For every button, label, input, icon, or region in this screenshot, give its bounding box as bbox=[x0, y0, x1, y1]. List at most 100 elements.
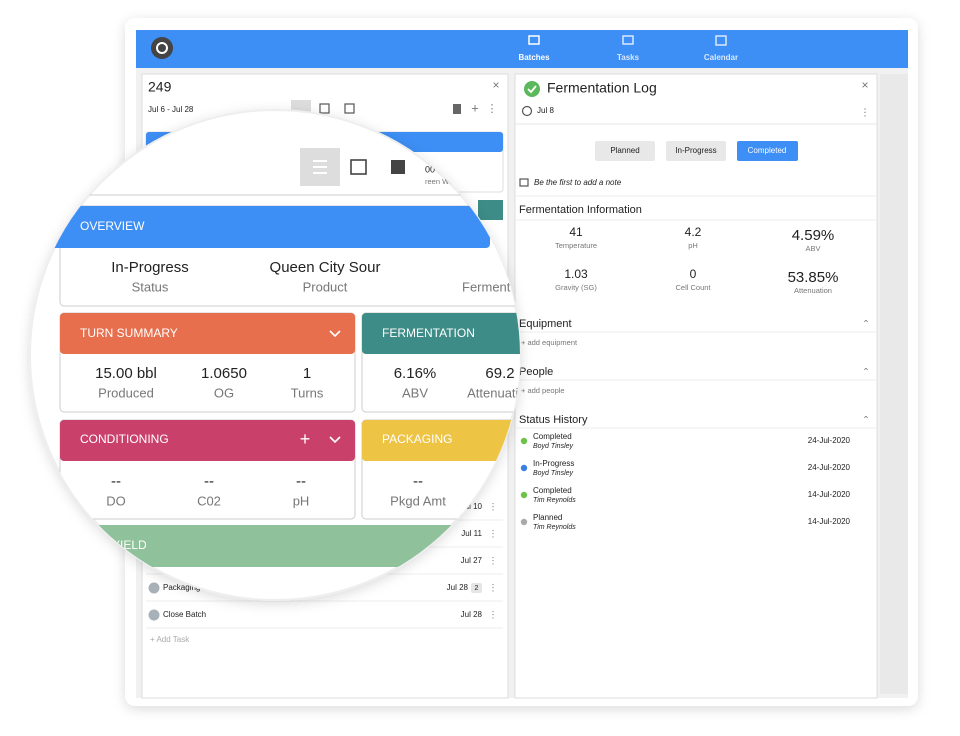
info-title: Fermentation Information bbox=[519, 204, 642, 216]
add-task[interactable]: + Add Task bbox=[150, 635, 190, 644]
task-name: Close Batch bbox=[163, 610, 206, 619]
chart-view-button[interactable] bbox=[344, 103, 355, 114]
task-menu[interactable]: ⋮ bbox=[489, 609, 498, 619]
stat-value: 1 bbox=[303, 365, 311, 382]
nav-label: Batches bbox=[518, 53, 550, 62]
status-button[interactable] bbox=[666, 141, 726, 161]
task-date: Jul 28 bbox=[461, 610, 483, 619]
chart-view-button[interactable] bbox=[391, 160, 405, 174]
card-title: CONDITIONING bbox=[80, 432, 169, 446]
yield-header bbox=[40, 525, 470, 567]
task-date: Jul 11 bbox=[461, 529, 482, 538]
status-dot bbox=[520, 491, 528, 499]
history-user: Boyd Tinsley bbox=[533, 443, 574, 450]
stat-label: pH bbox=[688, 241, 698, 250]
stat-value: -- bbox=[204, 473, 214, 490]
history-date: 14-Jul-2020 bbox=[808, 517, 851, 526]
history-status: Completed bbox=[533, 486, 572, 495]
overview-header bbox=[40, 206, 490, 248]
log-panel bbox=[514, 73, 878, 699]
packaging-header bbox=[362, 420, 520, 461]
status-dot bbox=[520, 518, 528, 526]
batch-title: 249 bbox=[148, 79, 172, 95]
nav-calendar[interactable]: Calendar bbox=[704, 35, 738, 62]
card-title: OVERVIEW bbox=[80, 219, 145, 233]
expand-icon[interactable] bbox=[329, 436, 341, 444]
close-button[interactable]: × bbox=[492, 78, 499, 92]
stat-label: Attenuation bbox=[467, 385, 533, 400]
stat-label: ABV bbox=[402, 385, 428, 400]
calendar-view-button[interactable] bbox=[319, 103, 330, 114]
status-button[interactable] bbox=[595, 141, 655, 161]
stat-value: Queen City Sour bbox=[270, 259, 381, 276]
history-date: 14-Jul-2020 bbox=[808, 490, 851, 499]
stat-value: 0 bbox=[690, 267, 697, 281]
log-date: Jul 8 bbox=[537, 106, 554, 115]
nav-bar bbox=[136, 30, 908, 68]
preview-location: reen WIP bbox=[425, 177, 456, 186]
stat-value: 15.00 bbl bbox=[95, 365, 157, 382]
nav-icon bbox=[528, 35, 540, 45]
stat-value: In-Progress bbox=[111, 259, 189, 276]
more-button[interactable]: ⋮ bbox=[860, 108, 870, 119]
collapse-icon[interactable]: ⌃ bbox=[862, 318, 870, 328]
log-title: Fermentation Log bbox=[547, 80, 657, 96]
stat-value: -- bbox=[296, 473, 306, 490]
calendar-view-button[interactable] bbox=[350, 159, 367, 175]
stat-label: DO bbox=[106, 493, 126, 508]
nav-tasks[interactable]: Tasks bbox=[617, 35, 640, 62]
task-menu[interactable]: ⋮ bbox=[489, 555, 498, 565]
task-status[interactable] bbox=[148, 582, 160, 594]
stat-value: 1.0650 bbox=[201, 365, 247, 382]
more-button[interactable]: ⋮ bbox=[487, 103, 498, 115]
scroll-strip bbox=[880, 74, 908, 694]
logo-mark bbox=[156, 42, 168, 54]
stat-value: -- bbox=[111, 473, 121, 490]
nav-batches[interactable]: Batches bbox=[518, 35, 550, 62]
clock-icon bbox=[521, 105, 533, 117]
stat-label: Cell Count bbox=[675, 283, 711, 292]
task-menu[interactable]: ⋮ bbox=[489, 528, 498, 538]
stat-label: C02 bbox=[197, 493, 221, 508]
task-menu[interactable]: ⋮ bbox=[489, 582, 498, 592]
stat-label: Fermenter bbox=[462, 279, 523, 294]
stat-label: OG bbox=[214, 385, 234, 400]
collapse-icon[interactable]: ⌃ bbox=[862, 366, 870, 376]
magnified-view: 00 bbl reen WIP OVERVIEW TURN SUMMARY FE… bbox=[40, 148, 533, 567]
stat-value: 69.2 bbox=[485, 365, 514, 382]
nav-label: Calendar bbox=[704, 53, 738, 62]
expand-icon[interactable] bbox=[329, 330, 341, 338]
collapse-icon[interactable]: ⌃ bbox=[862, 414, 870, 424]
add-people[interactable]: + add people bbox=[521, 386, 565, 395]
section-title[interactable]: Equipment bbox=[519, 318, 572, 330]
task-date: Jul 28 bbox=[447, 583, 469, 592]
card-title: YIELD bbox=[112, 538, 147, 552]
stat-label: ABV bbox=[805, 244, 820, 253]
section-title[interactable]: Status History bbox=[519, 414, 588, 426]
card-title: PACKAGING bbox=[382, 432, 452, 446]
history-user: Boyd Tinsley bbox=[533, 470, 574, 477]
add-button[interactable]: + bbox=[471, 100, 479, 115]
stat-value: 1.03 bbox=[564, 267, 588, 281]
note-prompt[interactable]: Be the first to add a note bbox=[534, 178, 622, 187]
close-button[interactable]: × bbox=[861, 78, 868, 92]
stat-value: 6.16% bbox=[394, 365, 437, 382]
status-dot bbox=[520, 464, 528, 472]
add-icon[interactable]: + bbox=[300, 429, 311, 449]
stat-label: Pkgd Amt bbox=[390, 493, 446, 508]
add-equipment[interactable]: + add equipment bbox=[521, 338, 578, 347]
logo bbox=[151, 37, 173, 59]
conditioning-header bbox=[60, 420, 355, 461]
note-icon bbox=[519, 178, 529, 187]
stat-value: 4.59% bbox=[792, 227, 835, 244]
file-button[interactable] bbox=[453, 104, 461, 114]
history-date: 24-Jul-2020 bbox=[808, 436, 851, 445]
history-status: Planned bbox=[533, 513, 562, 522]
task-status[interactable] bbox=[148, 609, 160, 621]
status-button-label: Planned bbox=[610, 146, 639, 155]
nav-label: Tasks bbox=[617, 53, 640, 62]
status-button-active[interactable] bbox=[737, 141, 798, 161]
section-title[interactable]: People bbox=[519, 366, 553, 378]
task-menu[interactable]: ⋮ bbox=[489, 501, 498, 511]
stat-value: 4.2 bbox=[685, 225, 702, 239]
